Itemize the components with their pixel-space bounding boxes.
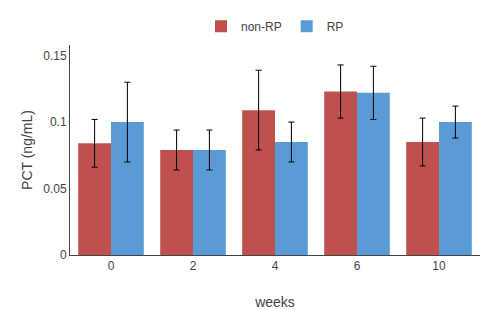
svg-text:non-RP: non-RP — [241, 20, 282, 34]
svg-text:0.05: 0.05 — [43, 182, 67, 196]
svg-text:2: 2 — [190, 259, 197, 273]
svg-text:4: 4 — [272, 259, 279, 273]
svg-text:0.1: 0.1 — [50, 115, 67, 129]
svg-text:RP: RP — [327, 20, 344, 34]
svg-text:6: 6 — [354, 259, 361, 273]
svg-text:0: 0 — [60, 248, 67, 262]
svg-text:0: 0 — [108, 259, 115, 273]
svg-text:10: 10 — [432, 259, 446, 273]
svg-text:weeks: weeks — [254, 294, 295, 310]
svg-text:0.15: 0.15 — [43, 49, 67, 63]
svg-text:PCT (ng/mL): PCT (ng/mL) — [19, 110, 35, 190]
